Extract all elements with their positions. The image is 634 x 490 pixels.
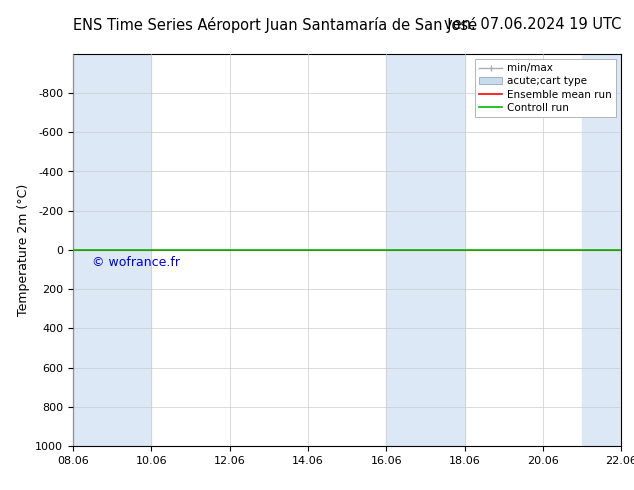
Text: © wofrance.fr: © wofrance.fr: [93, 256, 181, 269]
Legend: min/max, acute;cart type, Ensemble mean run, Controll run: min/max, acute;cart type, Ensemble mean …: [475, 59, 616, 117]
Text: ven. 07.06.2024 19 UTC: ven. 07.06.2024 19 UTC: [444, 17, 621, 32]
Bar: [73, 54, 112, 446]
Bar: [386, 54, 425, 446]
Bar: [425, 54, 465, 446]
Text: ENS Time Series Aéroport Juan Santamaría de San José: ENS Time Series Aéroport Juan Santamaría…: [73, 17, 477, 33]
Bar: [582, 54, 621, 446]
Y-axis label: Temperature 2m (°C): Temperature 2m (°C): [16, 184, 30, 316]
Bar: [112, 54, 152, 446]
